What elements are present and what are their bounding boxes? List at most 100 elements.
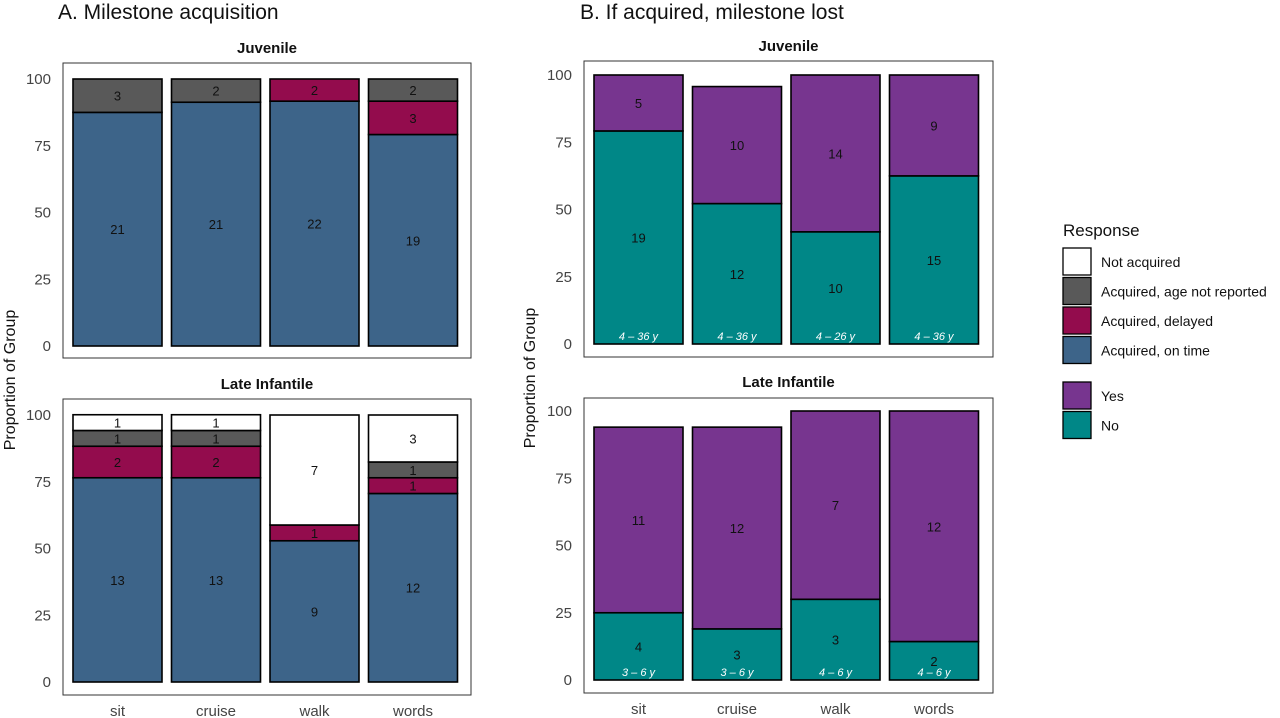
- segment-value-label: 7: [832, 498, 839, 513]
- bar-segment-yes: [691, 85, 783, 205]
- bar-segment-yes: [790, 74, 881, 233]
- segment-value-label: 3: [409, 431, 416, 446]
- bar-segment-acquired-delayed: [170, 445, 262, 479]
- segment-value-label: 19: [631, 230, 645, 245]
- y-tick-label: 75: [34, 474, 51, 491]
- legend-label: Acquired, age not reported: [1101, 284, 1267, 300]
- bar-segment-no: [790, 598, 881, 681]
- segment-value-label: 11: [632, 513, 646, 528]
- x-tick-label-words: words: [913, 701, 954, 718]
- segment-value-label: 10: [828, 281, 842, 296]
- segment-value-label: 1: [409, 463, 416, 478]
- x-tick-label-sit: sit: [110, 703, 126, 718]
- segment-value-label: 7: [311, 463, 318, 478]
- facet-title-juvenile: Juvenile: [758, 38, 818, 55]
- y-tick-label: 100: [547, 403, 572, 420]
- segment-value-label: 12: [406, 581, 420, 596]
- legend-item-acquired-age-not-reported: Acquired, age not reported: [1062, 276, 1267, 306]
- bar-segment-acquired-on-time: [367, 492, 459, 683]
- bar-segment-no: [593, 611, 684, 681]
- segment-value-label: 13: [209, 573, 223, 588]
- facet-title-late-infantile: Late Infantile: [742, 374, 835, 391]
- age-range-label: 3 – 6 y: [720, 667, 755, 679]
- segment-value-label: 3: [832, 633, 839, 648]
- age-range-label: 4 – 36 y: [717, 331, 758, 343]
- legend-item-yes: Yes: [1062, 381, 1124, 410]
- segment-value-label: 2: [212, 455, 219, 470]
- bar-segment-acquired-on-time: [269, 100, 360, 347]
- segment-value-label: 9: [930, 118, 937, 133]
- x-tick-label-cruise: cruise: [717, 701, 757, 718]
- legend-swatch: [1062, 381, 1092, 410]
- bar-segment-no: [888, 640, 980, 681]
- segment-value-label: 9: [311, 604, 318, 619]
- bar-segment-acquired-age-not-reported: [170, 78, 262, 104]
- segment-value-label: 13: [110, 573, 124, 588]
- bar-segment-acquired-on-time: [269, 539, 360, 683]
- segment-value-label: 1: [114, 416, 121, 431]
- legend-item-acquired-on-time: Acquired, on time: [1062, 335, 1210, 365]
- y-tick-label: 25: [34, 607, 51, 624]
- legend-swatch: [1062, 247, 1092, 276]
- facet-frame: [62, 62, 472, 359]
- y-tick-label: 75: [34, 138, 51, 155]
- bar-segment-yes: [593, 74, 684, 132]
- bar-sit: 13 2 11: [72, 413, 163, 683]
- y-tick-label: 0: [564, 336, 572, 353]
- bar-words: 15 9 4 – 36 y: [888, 74, 980, 345]
- bar-segment-no: [593, 130, 684, 345]
- age-range-label: 3 – 6 y: [622, 667, 657, 679]
- panel-a-title: A. Milestone acquisition: [58, 1, 279, 24]
- bar-segment-no: [691, 202, 783, 345]
- age-range-label: 4 – 36 y: [619, 331, 660, 343]
- bar-segment-yes: [593, 426, 684, 614]
- bar-segment-yes: [691, 426, 783, 630]
- y-tick-label: 75: [555, 134, 572, 151]
- facet-title-late-infantile: Late Infantile: [221, 376, 314, 393]
- bar-segment-acquired-delayed: [367, 100, 459, 136]
- bar-segment-yes: [888, 74, 980, 177]
- legend-label: No: [1101, 418, 1119, 434]
- bar-sit: 19 5 4 – 36 y: [593, 74, 684, 345]
- segment-value-label: 12: [730, 521, 744, 536]
- segment-value-label: 2: [311, 83, 318, 98]
- bar-sit: 4 11 3 – 6 y: [593, 426, 684, 681]
- segment-value-label: 3: [409, 111, 416, 126]
- y-tick-label: 0: [43, 674, 51, 691]
- segment-value-label: 1: [212, 431, 219, 446]
- bar-walk: 10 14 4 – 26 y: [790, 74, 881, 345]
- legend-swatch: [1062, 276, 1092, 306]
- bar-segment-not-acquired: [367, 414, 459, 463]
- facet-late-infantile: Late Infantile02550751001321113211917121…: [26, 376, 472, 696]
- bar-segment-not-acquired: [72, 413, 163, 432]
- legend-item-not-acquired: Not acquired: [1062, 247, 1180, 276]
- segment-value-label: 4: [635, 639, 642, 654]
- bar-words: 2 12 4 – 6 y: [888, 410, 980, 681]
- facet-late-infantile: Late Infantile 0 25 50 75 100 4 11 3 – 6 y 3 12 3 –…: [547, 374, 994, 694]
- bar-cruise: 13 2 11: [170, 413, 262, 683]
- bar-cruise: 3 12 3 – 6 y: [691, 426, 783, 681]
- y-tick-label: 100: [26, 407, 51, 424]
- legend-swatch: [1062, 335, 1092, 365]
- segment-value-label: 1: [311, 526, 318, 541]
- segment-value-label: 2: [114, 455, 121, 470]
- bar-walk: 9 1 7: [269, 414, 360, 683]
- bar-segment-not-acquired: [269, 414, 360, 526]
- bar-walk: 222: [269, 78, 360, 347]
- segment-value-label: 5: [635, 96, 642, 111]
- x-tick-label-walk: walk: [298, 703, 330, 718]
- legend-swatch: [1062, 306, 1092, 335]
- bar-segment-yes: [790, 410, 881, 601]
- segment-value-label: 15: [927, 253, 941, 268]
- bar-walk: 3 7 4 – 6 y: [790, 410, 881, 681]
- bar-segment-no: [790, 231, 881, 345]
- legend-swatch: [1062, 410, 1092, 440]
- y-tick-label: 0: [43, 338, 51, 355]
- legend-label: Not acquired: [1101, 254, 1180, 270]
- bar-segment-no: [888, 175, 980, 345]
